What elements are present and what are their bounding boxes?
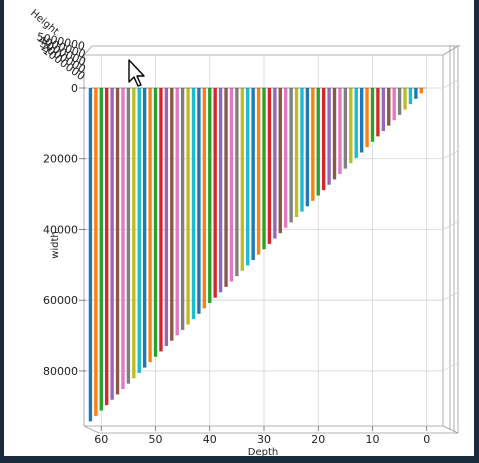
bar-11 xyxy=(365,88,369,148)
bar-27 xyxy=(278,88,282,234)
bar-31 xyxy=(256,88,261,255)
bar-47 xyxy=(170,88,174,341)
bar-61 xyxy=(94,88,98,416)
x-tick-label: 60 xyxy=(94,433,108,446)
bar-23 xyxy=(300,88,304,212)
mouse-pointer-icon xyxy=(128,59,145,87)
bar-2 xyxy=(414,88,418,99)
bar-1 xyxy=(419,88,423,94)
bar-32 xyxy=(251,88,255,261)
bar-53 xyxy=(137,88,141,373)
bar-26 xyxy=(284,88,288,228)
bar-8 xyxy=(381,88,386,132)
bar-17 xyxy=(332,88,337,180)
bar-4 xyxy=(403,88,407,110)
bar-16 xyxy=(338,88,342,175)
x-tick-label: 40 xyxy=(203,433,217,446)
bar-60 xyxy=(99,88,103,411)
bar-12 xyxy=(359,88,364,153)
bar-29 xyxy=(267,88,272,244)
frame-line-6 xyxy=(83,425,100,434)
bar-15 xyxy=(343,88,348,169)
y-tick-label: 80000 xyxy=(43,365,78,378)
bar-28 xyxy=(273,88,277,239)
bars-group xyxy=(88,87,426,422)
x-tick-label: 30 xyxy=(257,433,271,446)
x-tick-label: 10 xyxy=(365,433,379,446)
bar-33 xyxy=(246,88,250,266)
bar-42 xyxy=(197,88,201,314)
bar-62 xyxy=(88,88,93,422)
bar-19 xyxy=(321,88,326,191)
y-tick-label: 60000 xyxy=(43,294,78,307)
tick-labels: 60 50 40 30 20 10 0 0 20000 40000 60000 80000 xyxy=(43,82,430,446)
bar-36 xyxy=(229,88,234,282)
bar-5 xyxy=(397,88,402,115)
bar-37 xyxy=(224,88,228,287)
bar-13 xyxy=(354,88,358,158)
bar-52 xyxy=(142,88,147,368)
bar-55 xyxy=(126,88,131,384)
bar-10 xyxy=(370,88,375,142)
bar-56 xyxy=(121,88,125,390)
grid-side-4 xyxy=(442,362,459,372)
window-border-right xyxy=(474,0,479,463)
bar-3 xyxy=(408,88,413,105)
bar-18 xyxy=(327,88,331,185)
bar-50 xyxy=(153,88,158,357)
x-tick-label: 50 xyxy=(149,433,163,446)
bar-43 xyxy=(191,88,196,320)
bar-30 xyxy=(262,88,266,250)
bar-21 xyxy=(311,88,315,201)
bar-22 xyxy=(305,88,310,207)
y-tick-label: 40000 xyxy=(43,223,78,236)
bar-58 xyxy=(110,88,114,400)
grid-side-0 xyxy=(442,79,459,89)
bar-9 xyxy=(376,88,380,137)
grid-side-3 xyxy=(442,291,459,301)
bar-40 xyxy=(208,88,212,304)
x-axis-label: Depth xyxy=(248,447,278,458)
y-tick-label: 0 xyxy=(71,82,78,95)
bar-44 xyxy=(186,88,190,325)
bar-14 xyxy=(349,88,353,164)
y-axis-label: width xyxy=(50,231,61,259)
bar-45 xyxy=(180,88,185,330)
grid-side-1 xyxy=(442,150,459,160)
axes-box xyxy=(83,44,461,434)
bar-59 xyxy=(105,88,109,406)
frame-line-9 xyxy=(83,45,93,56)
frame-line-4 xyxy=(442,44,461,56)
window-border-left xyxy=(0,0,4,463)
bar-7 xyxy=(387,88,391,126)
bar-35 xyxy=(235,88,239,277)
bar-57 xyxy=(115,88,120,395)
x-tick-label: 0 xyxy=(423,433,430,446)
bar-24 xyxy=(294,88,299,218)
bar-20 xyxy=(316,88,320,196)
bar-49 xyxy=(159,88,163,352)
bar-41 xyxy=(202,88,207,309)
bar-34 xyxy=(240,88,244,271)
window-border-bottom xyxy=(0,456,479,463)
x-tick-label: 20 xyxy=(311,433,325,446)
frame-line-5 xyxy=(442,425,459,434)
bar-54 xyxy=(132,88,136,379)
y-tick-label: 20000 xyxy=(43,153,78,166)
bar-38 xyxy=(218,88,223,293)
bar-6 xyxy=(392,88,396,121)
bar-25 xyxy=(289,88,293,223)
bar-51 xyxy=(148,88,152,363)
bar-46 xyxy=(175,88,179,336)
bar-48 xyxy=(164,88,169,347)
bar-39 xyxy=(213,88,217,298)
grid-side-2 xyxy=(442,221,459,230)
